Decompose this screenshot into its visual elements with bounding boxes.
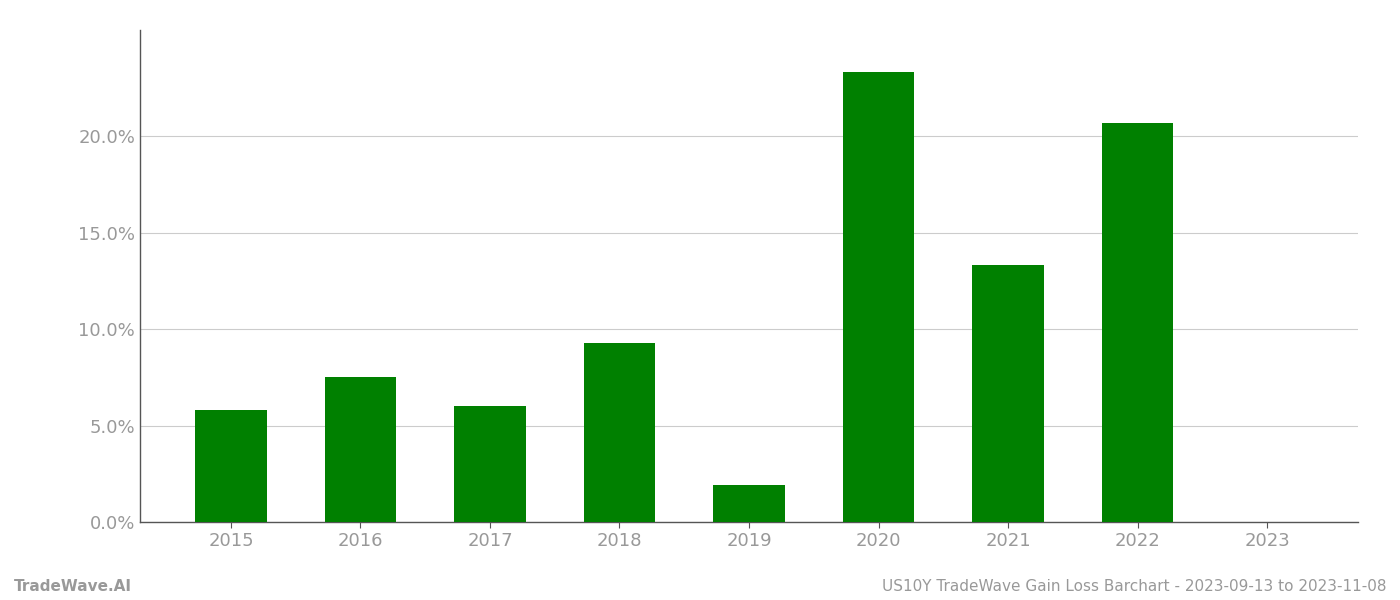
- Bar: [1102, 122, 1173, 522]
- Bar: [455, 406, 525, 522]
- Bar: [843, 73, 914, 522]
- Bar: [714, 485, 784, 522]
- Bar: [196, 410, 266, 522]
- Bar: [584, 343, 655, 522]
- Bar: [973, 265, 1043, 522]
- Bar: [325, 377, 396, 522]
- Text: US10Y TradeWave Gain Loss Barchart - 2023-09-13 to 2023-11-08: US10Y TradeWave Gain Loss Barchart - 202…: [882, 579, 1386, 594]
- Text: TradeWave.AI: TradeWave.AI: [14, 579, 132, 594]
